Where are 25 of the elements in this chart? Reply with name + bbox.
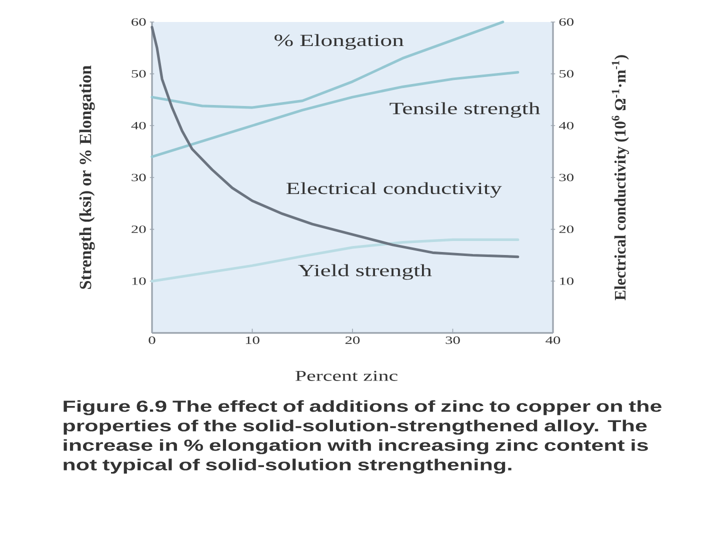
y2-tick-label: 40 bbox=[558, 122, 574, 130]
y-tick-label: 40 bbox=[131, 122, 146, 130]
y-tick-label: 50 bbox=[132, 70, 146, 78]
y2-tick-label: 50 bbox=[560, 70, 574, 78]
y-tick-label: 10 bbox=[132, 277, 146, 285]
y-tick-label: 60 bbox=[132, 18, 146, 26]
y2-tick-label: 60 bbox=[559, 18, 574, 26]
y-tick-label: 30 bbox=[132, 174, 146, 182]
x-tick-label: 30 bbox=[446, 336, 460, 344]
y-axis-title: Strength (ksi) or % Elongation bbox=[79, 66, 95, 289]
y-tick-label: 20 bbox=[132, 226, 146, 234]
series-label: Electrical conductivity bbox=[286, 182, 502, 198]
series-label: % Elongation bbox=[274, 34, 404, 50]
x-tick-label: 20 bbox=[345, 336, 360, 344]
series-label: Tensile strength bbox=[390, 102, 540, 118]
y2-tick-label: 30 bbox=[559, 174, 574, 182]
x-tick-label: 10 bbox=[246, 336, 260, 344]
x-tick-label: 40 bbox=[546, 336, 560, 344]
series-label: Yield strength bbox=[298, 264, 432, 280]
y2-tick-label: 20 bbox=[559, 226, 574, 234]
y2-tick-label: 10 bbox=[560, 277, 574, 285]
x-axis-title: Percent zinc bbox=[296, 370, 398, 381]
x-tick-label: 0 bbox=[148, 336, 156, 344]
y2-axis-title: Electrical conductivity (10$^{6}$ Ω$^{-1}$·m$^{-1}$) bbox=[612, 55, 629, 300]
caption: Figure 6.9 The effect of additions of zinc to copper on the properties of the solid-solution-strengthened alloy. The increase in % elongation with increasing zinc content is not typical of solid-solution strengthening. bbox=[64, 400, 662, 474]
